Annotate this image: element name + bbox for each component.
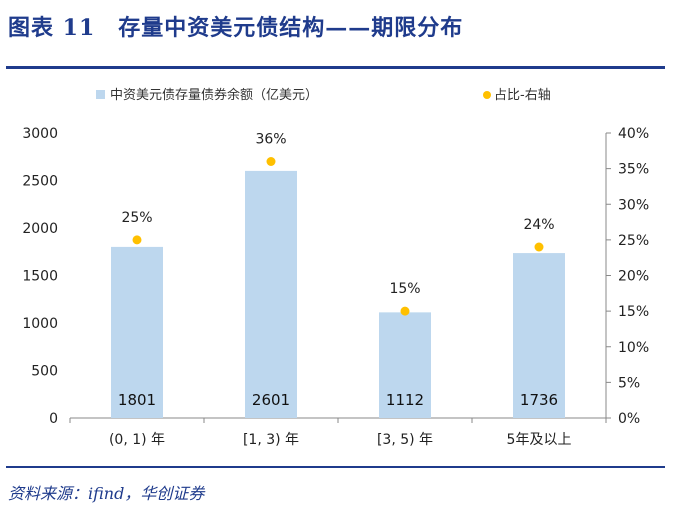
y2-tick-label: 40% [618,126,649,142]
share-label: 15% [389,281,420,297]
x-tick-label: 5年及以上 [507,432,572,448]
bar [111,246,163,418]
y2-tick-label: 35% [618,162,649,178]
legend-dot-swatch [483,91,491,99]
y2-tick-label: 20% [618,269,649,285]
y2-tick-label: 10% [618,340,649,356]
bottom-rule [6,466,665,468]
chart: 中资美元债存量债券余额（亿美元） 占比-右轴 0 500 1000 1500 2000 250… [22,87,649,448]
share-dot [534,242,544,252]
y2-tick-label: 25% [618,233,649,249]
bar-value-label: 1801 [118,391,156,409]
y2-tick-label: 5% [618,375,640,391]
y-tick-label: 2000 [22,221,58,237]
share-dot [266,157,276,166]
y2-tick-label: 0% [618,411,640,427]
y2-tick-label: 30% [618,197,649,213]
x-tick-label: (0, 1) 年 [109,432,165,448]
legend-bar-swatch [96,90,105,99]
top-rule [6,66,665,69]
share-label: 25% [121,210,152,226]
share-dot [132,235,142,245]
share-label: 36% [255,132,286,148]
y-tick-label: 3000 [22,126,58,142]
legend-bar-label: 中资美元债存量债券余额（亿美元） [110,87,318,103]
y-tick-label: 500 [31,364,58,380]
x-tick-label: [3, 5) 年 [377,432,433,448]
x-tick-label: [1, 3) 年 [243,432,299,448]
y2-tick-label: 15% [618,304,649,320]
y-tick-label: 2500 [22,174,58,190]
bar [245,170,297,418]
bar-value-label: 1112 [386,391,424,409]
legend-dot-label: 占比-右轴 [494,88,551,103]
y-tick-label: 1000 [22,316,58,332]
share-dot [400,306,410,316]
y-tick-label: 0 [49,411,58,427]
share-label: 24% [523,217,554,233]
bar-value-label: 1736 [520,391,558,409]
bar [513,253,565,418]
bar-value-label: 2601 [252,391,290,409]
bar [379,312,431,418]
figure-title: 图表 11 存量中资美元债结构——期限分布 [8,15,464,41]
source-note: 资料来源：ifind，华创证券 [8,484,205,503]
y-tick-label: 1500 [22,269,58,285]
